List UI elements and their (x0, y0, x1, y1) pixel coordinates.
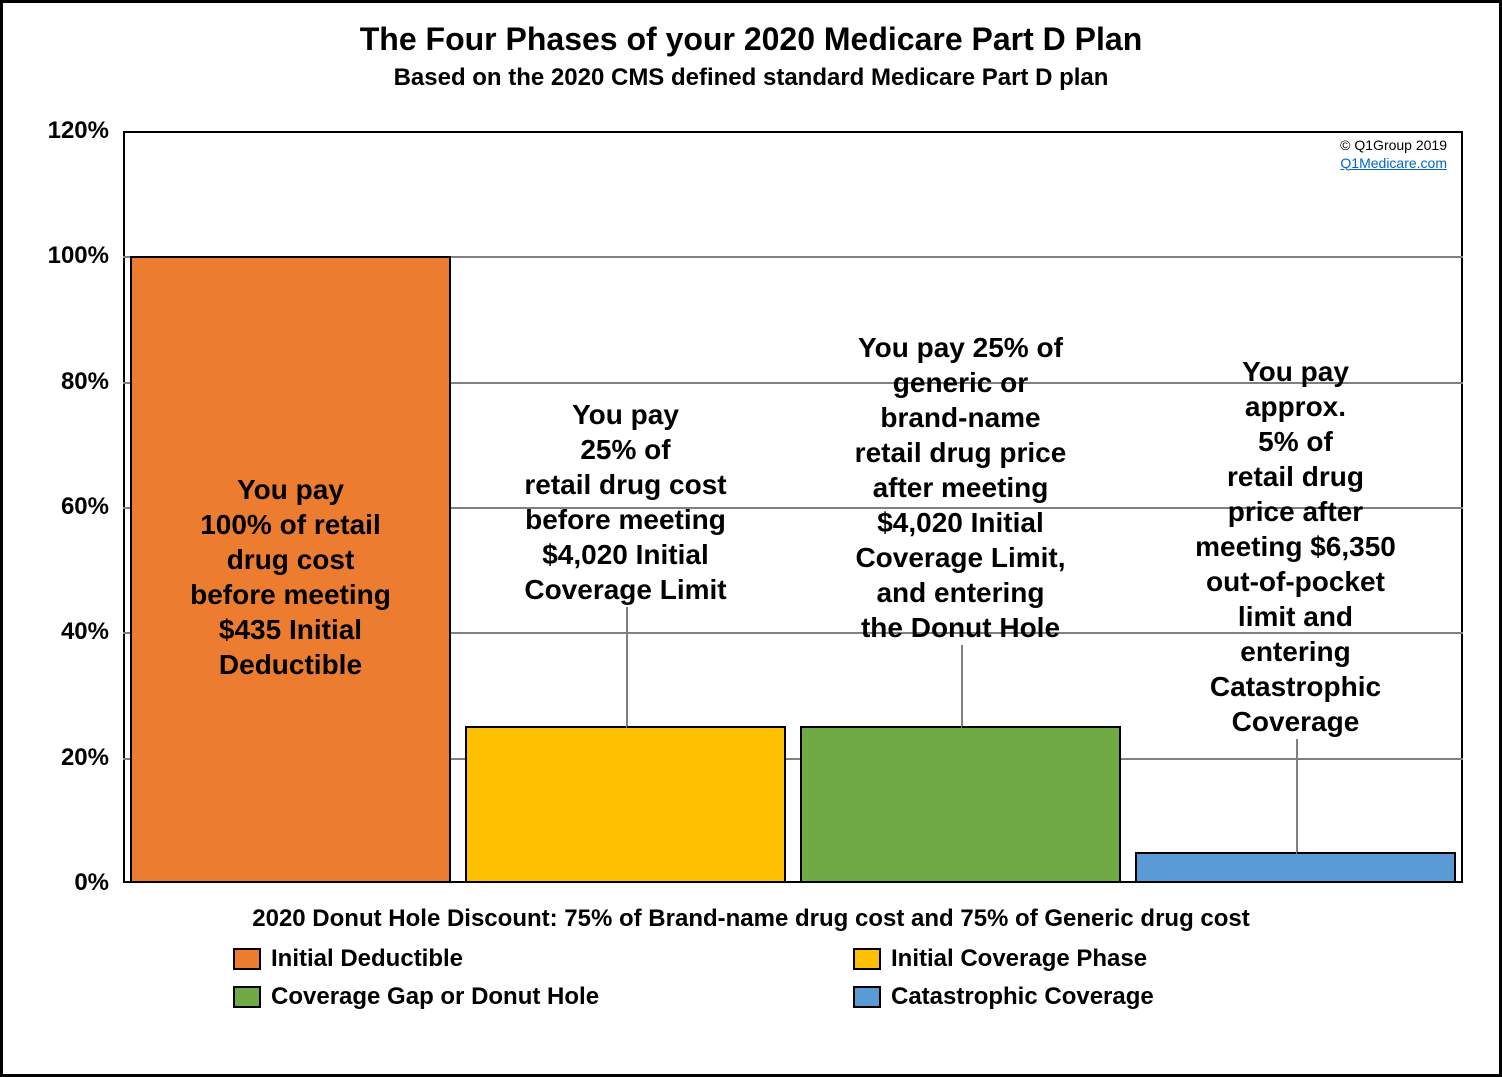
bar-annotation-3: You pay approx. 5% of retail drug price … (1139, 354, 1453, 739)
legend-label: Initial Coverage Phase (891, 945, 1147, 973)
leader-foot (961, 726, 962, 728)
ytick-label: 20% (3, 744, 109, 772)
leader-foot (626, 726, 627, 728)
ytick-label: 80% (3, 368, 109, 396)
leader-line (1296, 739, 1298, 852)
legend-label: Catastrophic Coverage (891, 983, 1154, 1011)
ytick-label: 120% (3, 117, 109, 145)
bar-1 (465, 726, 787, 883)
leader-line (961, 645, 963, 726)
ytick-label: 40% (3, 618, 109, 646)
legend-item: Coverage Gap or Donut Hole (233, 983, 733, 1011)
legend-swatch (853, 948, 881, 970)
legend-item: Catastrophic Coverage (853, 983, 1353, 1011)
legend-item: Initial Deductible (233, 945, 733, 973)
legend: Initial Deductible Initial Coverage Phase… (233, 945, 1353, 1011)
legend-label: Coverage Gap or Donut Hole (271, 983, 599, 1011)
chart-subtitle: Based on the 2020 CMS defined standard M… (3, 64, 1499, 92)
legend-item: Initial Coverage Phase (853, 945, 1353, 973)
leader-line (626, 607, 628, 726)
ytick-label: 60% (3, 493, 109, 521)
bar-annotation-1: You pay 25% of retail drug cost before m… (469, 397, 783, 607)
title-block: The Four Phases of your 2020 Medicare Pa… (3, 21, 1499, 92)
bar-2 (800, 726, 1122, 883)
credit-block: © Q1Group 2019 Q1Medicare.com (1340, 137, 1447, 172)
plot-area: You pay 100% of retail drug cost before … (123, 131, 1463, 883)
credit-copyright: © Q1Group 2019 (1340, 137, 1447, 155)
legend-label: Initial Deductible (271, 945, 463, 973)
footnote: 2020 Donut Hole Discount: 75% of Brand-n… (3, 905, 1499, 933)
bar-3 (1135, 852, 1457, 883)
ytick-label: 0% (3, 869, 109, 897)
leader-foot (1296, 852, 1297, 854)
legend-swatch (853, 986, 881, 1008)
legend-swatch (233, 948, 261, 970)
bar-annotation-0: You pay 100% of retail drug cost before … (134, 472, 448, 682)
bar-annotation-2: You pay 25% of generic or brand-name ret… (804, 330, 1118, 645)
chart-title: The Four Phases of your 2020 Medicare Pa… (3, 21, 1499, 58)
legend-swatch (233, 986, 261, 1008)
credit-link[interactable]: Q1Medicare.com (1340, 155, 1447, 171)
chart-frame: The Four Phases of your 2020 Medicare Pa… (0, 0, 1502, 1077)
ytick-label: 100% (3, 242, 109, 270)
